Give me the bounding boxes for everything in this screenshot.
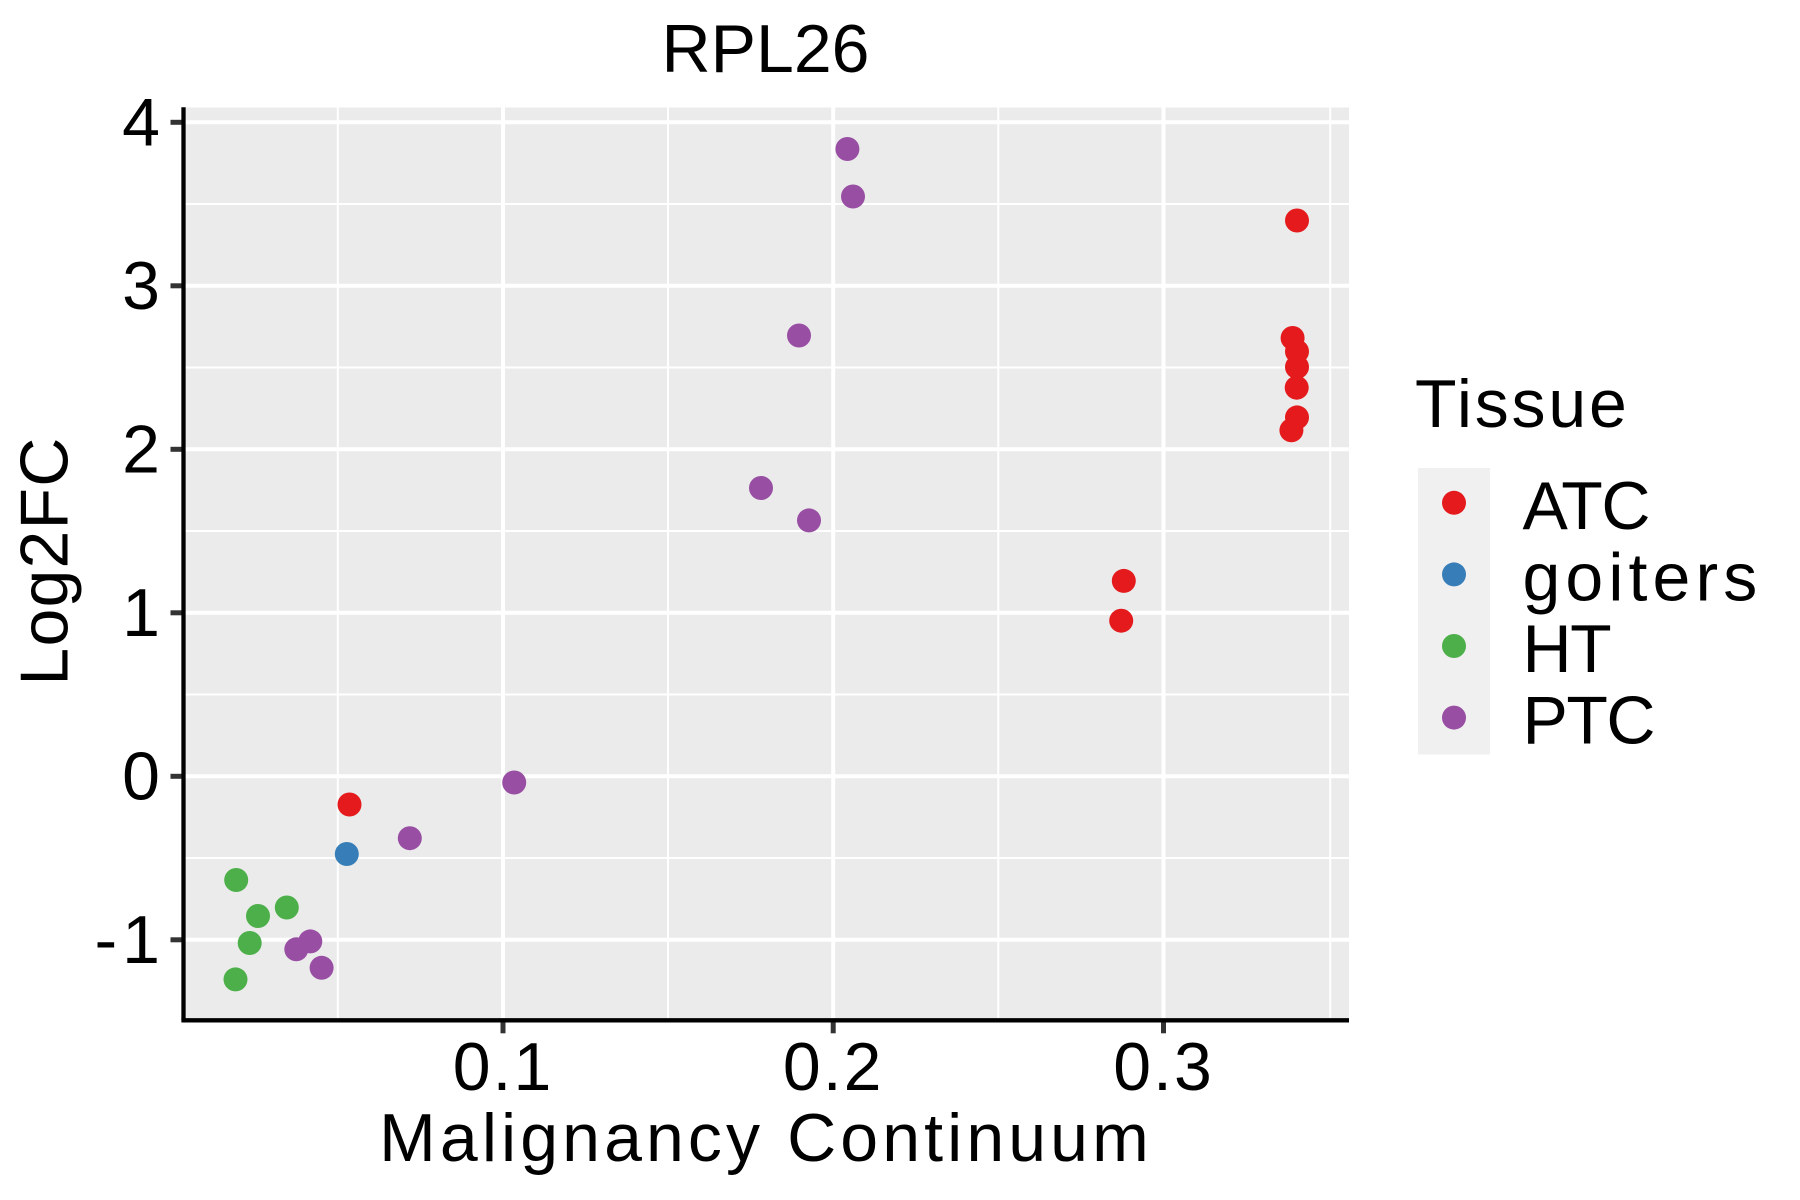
svg-text:PTC: PTC — [1523, 683, 1655, 759]
svg-text:0.2: 0.2 — [783, 1029, 884, 1105]
svg-text:-1: -1 — [95, 902, 165, 978]
svg-text:Tissue: Tissue — [1415, 366, 1630, 442]
svg-text:2: 2 — [122, 412, 160, 488]
svg-text:0.1: 0.1 — [453, 1029, 554, 1105]
svg-text:goiters: goiters — [1523, 539, 1763, 615]
svg-text:Malignancy Continuum: Malignancy Continuum — [379, 1100, 1153, 1176]
svg-text:ATC: ATC — [1523, 468, 1649, 544]
svg-text:Log2FC: Log2FC — [7, 436, 83, 685]
svg-text:0.3: 0.3 — [1113, 1029, 1214, 1105]
svg-text:HT: HT — [1523, 611, 1611, 687]
svg-text:4: 4 — [122, 85, 160, 161]
svg-text:3: 3 — [122, 248, 160, 324]
svg-text:1: 1 — [122, 575, 160, 651]
svg-text:RPL26: RPL26 — [662, 11, 870, 87]
svg-text:0: 0 — [122, 739, 160, 815]
